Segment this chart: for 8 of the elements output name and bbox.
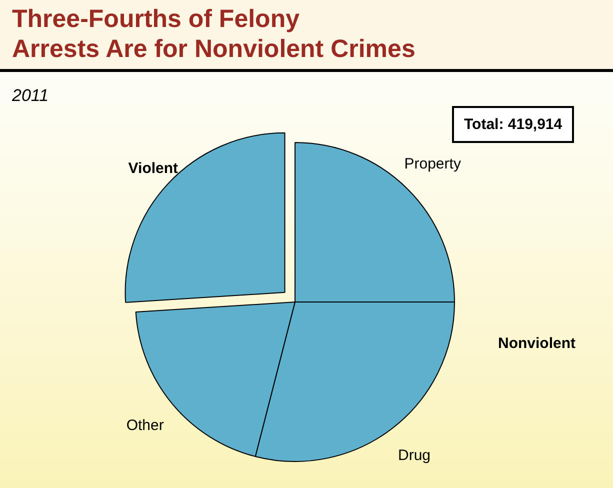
- chart-subtitle: 2011: [12, 86, 49, 106]
- text: Nonviolent: [498, 335, 576, 352]
- slice-label: Property: [404, 156, 462, 173]
- slice-label: Drug: [398, 446, 431, 464]
- slice-label: Violent: [128, 160, 178, 177]
- slice-label: Other: [126, 417, 164, 434]
- text: Total: 419,914: [452, 106, 574, 143]
- chart-title: Three-Fourths of Felony Arrests Are for Nonviolent Crimes: [12, 4, 416, 64]
